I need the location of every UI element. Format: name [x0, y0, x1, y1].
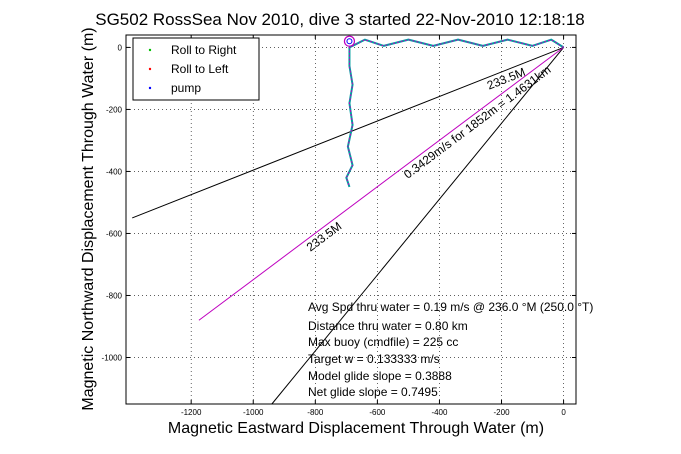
annotation-max-buoy: Max buoy (cmdfile) = 225 cc — [308, 335, 458, 349]
legend-box — [132, 37, 260, 101]
plot-frame — [125, 34, 577, 405]
x-tick-label: -200 — [494, 408, 511, 417]
legend-marker-right — [148, 48, 152, 52]
x-axis-ticks: -1200 -1000 -800 -600 -400 -200 0 — [181, 35, 566, 417]
y-tick-label: -200 — [106, 105, 123, 114]
y-tick-label: -1000 — [102, 353, 123, 362]
annotation-avg-speed: Avg Spd thru water = 0.19 m/s @ 236.0 °M… — [308, 300, 593, 314]
stats-annotations: Avg Spd thru water = 0.19 m/s @ 236.0 °M… — [308, 300, 593, 399]
y-tick-label: -800 — [106, 291, 123, 300]
track-loop-inner — [346, 38, 353, 45]
dive-track — [343, 35, 565, 188]
annotation-net-glide: Net glide slope = 0.7495 — [308, 385, 438, 399]
y-tick-label: -400 — [106, 167, 123, 176]
reference-lines — [132, 46, 564, 405]
y-axis-label: Magnetic Northward Displacement Through … — [80, 27, 97, 410]
chart-title: SG502 RossSea Nov 2010, dive 3 started 2… — [95, 10, 585, 29]
track-roll-left — [345, 39, 564, 188]
legend-label-right: Roll to Right — [171, 43, 237, 57]
y-tick-label: -600 — [106, 229, 123, 238]
track-loop — [343, 35, 356, 47]
x-tick-label: -800 — [307, 408, 324, 417]
annotation-distance: Distance thru water = 0.80 km — [308, 319, 468, 333]
legend-marker-pump — [148, 86, 152, 90]
x-tick-label: -600 — [369, 408, 386, 417]
reference-line-2 — [198, 47, 564, 321]
reference-line-1 — [271, 47, 564, 405]
legend: Roll to Right Roll to Left pump — [132, 37, 260, 101]
annotation-target-w: Target w = 0.133333 m/s — [308, 352, 440, 366]
x-tick-label: -1200 — [181, 408, 202, 417]
x-axis-label: Magnetic Eastward Displacement Through W… — [168, 420, 544, 437]
x-tick-label: 0 — [561, 408, 566, 417]
reference-line-0 — [132, 46, 564, 219]
legend-label-pump: pump — [171, 81, 201, 95]
x-tick-label: -1000 — [243, 408, 264, 417]
x-tick-label: -400 — [431, 408, 448, 417]
legend-label-left: Roll to Left — [171, 62, 229, 76]
y-axis-ticks: 0 -200 -400 -600 -800 -1000 — [102, 43, 576, 362]
y-tick-label: 0 — [118, 43, 123, 52]
legend-marker-left — [148, 67, 152, 71]
annotation-model-glide: Model glide slope = 0.3888 — [308, 369, 452, 383]
